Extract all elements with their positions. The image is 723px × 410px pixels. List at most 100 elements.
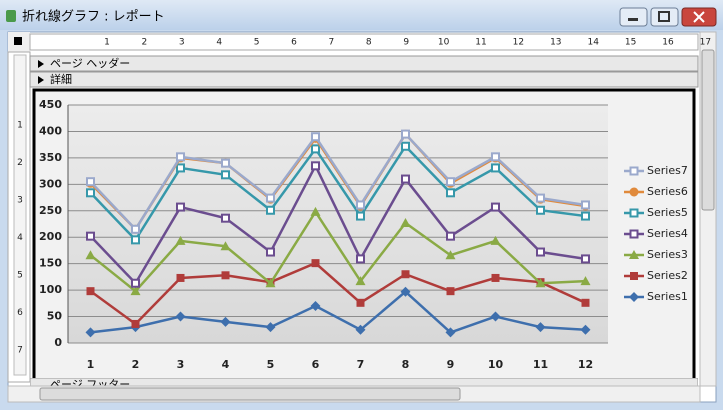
ruler-left-track xyxy=(13,54,27,376)
ruler-number: 4 xyxy=(17,233,23,243)
marker xyxy=(356,211,365,221)
ruler-number: 13 xyxy=(550,38,561,48)
ruler-number: 11 xyxy=(475,38,486,48)
marker xyxy=(491,163,500,173)
legend-marker xyxy=(629,292,639,302)
marker xyxy=(130,286,141,296)
series-line xyxy=(89,261,587,326)
y-tick-label: 100 xyxy=(39,283,62,296)
legend-marker xyxy=(630,272,638,280)
app-icon xyxy=(6,10,16,22)
title-bar xyxy=(0,0,723,30)
marker xyxy=(176,163,185,173)
marker xyxy=(131,319,140,328)
y-tick-label: 250 xyxy=(39,204,62,217)
x-tick-label: 2 xyxy=(132,358,140,371)
marker xyxy=(131,224,140,234)
legend-label: Series4 xyxy=(647,227,688,240)
y-tick-label: 200 xyxy=(39,230,62,243)
marker xyxy=(536,247,545,257)
marker xyxy=(535,278,546,288)
legend-marker xyxy=(629,229,639,239)
series-line xyxy=(90,290,586,334)
section-detail-label: 詳細 xyxy=(50,72,72,86)
legend-label: Series6 xyxy=(647,185,688,198)
x-tick-label: 12 xyxy=(578,358,593,371)
y-tick-label: 450 xyxy=(39,98,62,111)
maximize-button[interactable] xyxy=(650,7,679,27)
y-tick-label: 50 xyxy=(47,310,63,323)
marker xyxy=(220,316,231,327)
x-tick-label: 3 xyxy=(177,358,185,371)
window-title: 折れ線グラフ : レポート xyxy=(22,9,165,25)
marker xyxy=(220,241,231,251)
ruler-number: 3 xyxy=(179,38,185,48)
ruler-number: 7 xyxy=(329,38,335,48)
marker xyxy=(265,322,276,333)
x-tick-label: 10 xyxy=(488,358,504,371)
ruler-number: 6 xyxy=(17,308,23,318)
legend-marker xyxy=(629,166,639,176)
x-tick-label: 9 xyxy=(447,358,455,371)
section-detail-bar[interactable] xyxy=(29,71,699,88)
ruler-number: 7 xyxy=(17,346,23,356)
legend-label: Series1 xyxy=(647,290,688,303)
x-tick-label: 6 xyxy=(312,358,320,371)
marker xyxy=(491,152,500,162)
marker xyxy=(446,177,455,187)
ruler-number: 17 xyxy=(700,38,711,48)
y-tick-label: 400 xyxy=(39,124,62,137)
marker xyxy=(356,298,365,307)
select-report[interactable] xyxy=(14,37,22,45)
x-tick-label: 7 xyxy=(357,358,365,371)
ruler-number: 15 xyxy=(625,38,636,48)
marker xyxy=(446,287,455,296)
marker xyxy=(401,270,410,279)
marker xyxy=(265,278,276,288)
marker xyxy=(581,298,590,307)
v-scroll-thumb[interactable] xyxy=(701,49,715,211)
section-header-bar[interactable] xyxy=(29,55,699,72)
ruler-number: 10 xyxy=(438,38,450,48)
minimize-button[interactable] xyxy=(619,7,648,27)
section-footer-label: ページ フッター xyxy=(50,378,130,391)
marker xyxy=(175,235,186,245)
marker xyxy=(176,273,185,282)
ruler-number: 8 xyxy=(366,38,372,48)
plot-area xyxy=(68,105,608,343)
ruler-number: 12 xyxy=(513,38,524,48)
marker xyxy=(311,259,320,268)
marker xyxy=(86,231,95,241)
marker xyxy=(310,206,321,216)
x-tick-label: 5 xyxy=(267,358,275,371)
marker xyxy=(355,324,366,335)
x-tick-label: 4 xyxy=(222,358,230,371)
maximize-icon xyxy=(658,11,670,22)
ruler-number: 6 xyxy=(291,38,297,48)
y-tick-label: 300 xyxy=(39,177,62,190)
section-arrows xyxy=(38,60,44,84)
legend-label: Series7 xyxy=(647,164,688,177)
marker xyxy=(581,211,590,221)
legend-marker xyxy=(629,250,639,259)
section-footer-bar[interactable] xyxy=(30,378,698,393)
ruler-number: 16 xyxy=(662,38,674,48)
marker xyxy=(266,193,275,203)
marker xyxy=(536,205,545,215)
marker xyxy=(401,174,410,184)
series-line xyxy=(89,144,586,242)
close-icon xyxy=(693,11,705,23)
ruler-number: 5 xyxy=(254,38,260,48)
marker xyxy=(131,235,140,245)
marker xyxy=(131,278,140,288)
marker xyxy=(535,322,546,333)
marker xyxy=(401,129,410,139)
marker xyxy=(311,161,320,171)
series-line xyxy=(89,209,586,293)
marker xyxy=(446,188,455,198)
marker xyxy=(400,217,411,227)
y-tick-label: 350 xyxy=(39,151,62,164)
marker xyxy=(356,200,365,210)
marker xyxy=(355,276,366,286)
h-scroll-thumb[interactable] xyxy=(39,387,461,401)
